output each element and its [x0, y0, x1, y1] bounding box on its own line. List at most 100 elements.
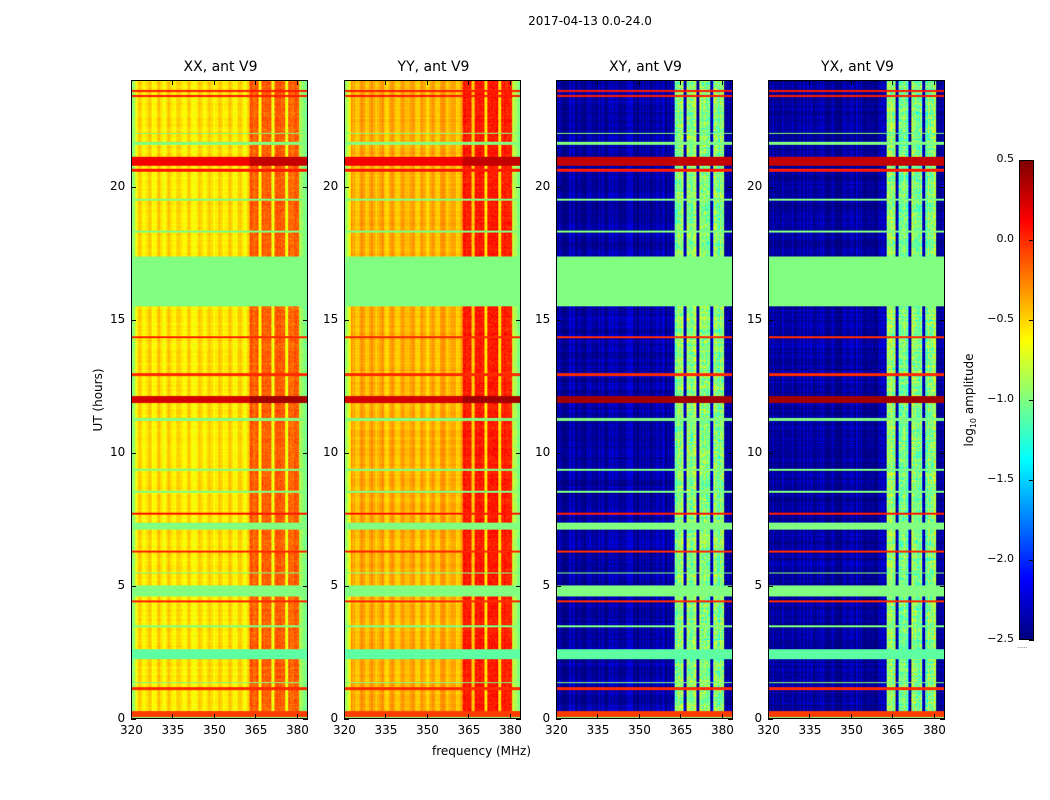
x-tick-mark	[468, 714, 470, 719]
y-tick-mark	[728, 452, 733, 454]
y-tick-mark	[556, 186, 561, 188]
x-axis-label: frequency (MHz)	[432, 744, 532, 758]
y-tick-mark	[940, 186, 945, 188]
x-tick-mark	[556, 80, 557, 85]
colorbar-tick-mark	[1029, 560, 1034, 561]
colorbar-tick-label: −1.5	[987, 472, 1014, 485]
x-tick-label: 320	[757, 723, 780, 737]
x-tick-mark	[172, 80, 174, 85]
x-tick-label: 380	[922, 723, 946, 737]
y-tick-mark	[344, 186, 349, 188]
x-tick-mark	[680, 80, 682, 85]
y-tick-mark	[728, 186, 733, 188]
x-tick-mark	[385, 714, 387, 719]
y-tick-mark	[303, 452, 308, 454]
y-tick-label: 20	[110, 178, 126, 193]
x-tick-label: 335	[374, 723, 398, 737]
x-tick-label: 380	[498, 723, 522, 737]
x-tick-mark	[721, 714, 723, 719]
x-tick-mark	[213, 714, 215, 719]
heatmap-image	[769, 81, 944, 718]
x-tick-mark	[809, 714, 811, 719]
y-tick-mark	[728, 719, 733, 720]
colorbar-label-log: log	[961, 428, 976, 447]
y-tick-mark	[728, 319, 733, 321]
colorbar-tick-label: 0.0	[996, 232, 1015, 245]
x-tick-label: 320	[120, 723, 143, 737]
y-tick-mark	[131, 186, 136, 188]
y-tick-mark	[303, 186, 308, 188]
y-tick-mark	[940, 585, 945, 587]
y-tick-label: 10	[110, 444, 126, 459]
x-tick-label: 350	[839, 723, 863, 737]
x-tick-mark	[213, 80, 215, 85]
x-tick-mark	[556, 714, 557, 719]
y-tick-label: 10	[323, 444, 339, 459]
x-tick-mark	[255, 714, 257, 719]
x-tick-label: 350	[202, 723, 226, 737]
colorbar-tick-label: −0.5	[987, 312, 1014, 325]
y-tick-label: 5	[754, 577, 763, 592]
y-tick-mark	[940, 319, 945, 321]
y-tick-mark	[303, 319, 308, 321]
x-tick-mark	[296, 80, 298, 85]
colorbar-tick-mark	[1029, 320, 1034, 321]
y-tick-label: 20	[747, 178, 763, 193]
x-tick-mark	[933, 80, 935, 85]
heatmap-image	[557, 81, 732, 718]
y-tick-mark	[131, 585, 136, 587]
x-tick-mark	[768, 714, 769, 719]
heatmap-image	[132, 81, 307, 718]
colorbar-label-sub: 10	[969, 417, 979, 429]
y-tick-mark	[131, 319, 136, 321]
x-tick-mark	[809, 80, 811, 85]
colorbar-tick-mark	[1029, 240, 1034, 241]
y-tick-label: 0	[754, 711, 763, 725]
x-tick-label: 335	[586, 723, 610, 737]
x-tick-label: 320	[333, 723, 356, 737]
y-tick-mark	[768, 585, 773, 587]
panel-xy: XY, ant V9	[556, 59, 733, 719]
x-tick-label: 350	[415, 723, 439, 737]
y-tick-mark	[556, 452, 561, 454]
x-tick-mark	[509, 714, 511, 719]
panel-xx: XX, ant V9	[131, 59, 308, 719]
colorbar-label: log10 amplitude	[962, 354, 978, 447]
figure-title: 2017-04-13 0.0-24.0	[528, 14, 652, 28]
y-tick-mark	[768, 719, 773, 720]
y-tick-label: 10	[747, 444, 763, 459]
y-tick-mark	[131, 452, 136, 454]
colorbar-extension-marker: ......	[1017, 641, 1027, 650]
x-tick-label: 335	[798, 723, 822, 737]
y-tick-mark	[728, 585, 733, 587]
x-tick-mark	[850, 714, 852, 719]
x-tick-mark	[255, 80, 257, 85]
x-tick-label: 365	[669, 723, 693, 737]
y-tick-label: 0	[330, 711, 339, 725]
y-tick-mark	[940, 719, 945, 720]
x-tick-mark	[172, 714, 174, 719]
y-tick-label: 0	[117, 711, 126, 725]
x-tick-mark	[468, 80, 470, 85]
colorbar-tick-mark	[1029, 160, 1034, 161]
y-axis-label: UT (hours)	[91, 368, 105, 432]
x-tick-mark	[680, 714, 682, 719]
colorbar-tick-label: −2.5	[987, 632, 1014, 645]
x-tick-mark	[509, 80, 511, 85]
y-tick-label: 5	[117, 577, 126, 592]
x-tick-mark	[892, 714, 894, 719]
x-tick-mark	[131, 80, 132, 85]
y-tick-label: 5	[330, 577, 339, 592]
y-tick-label: 15	[110, 311, 126, 326]
x-tick-label: 335	[161, 723, 185, 737]
x-tick-mark	[597, 714, 599, 719]
x-tick-mark	[344, 80, 345, 85]
y-tick-label: 15	[323, 311, 339, 326]
y-tick-mark	[556, 319, 561, 321]
y-tick-label: 20	[323, 178, 339, 193]
y-tick-label: 15	[535, 311, 551, 326]
x-tick-mark	[131, 714, 132, 719]
x-tick-mark	[344, 714, 345, 719]
x-tick-mark	[638, 80, 640, 85]
